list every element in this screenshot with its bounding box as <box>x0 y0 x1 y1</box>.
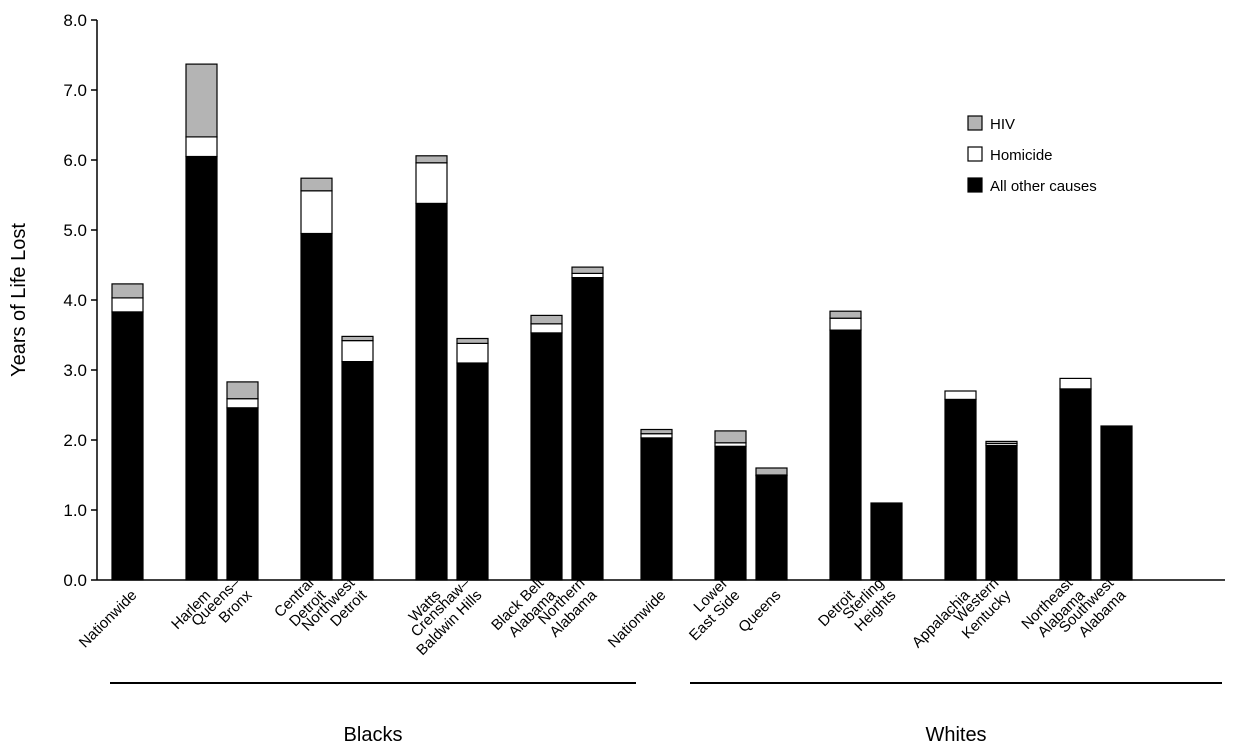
category-label: Nationwide <box>605 587 670 652</box>
y-tick-label: 3.0 <box>63 361 87 380</box>
bar-segment-homicide <box>300 190 333 235</box>
y-tick-label: 0.0 <box>63 571 87 590</box>
bar-segment-hiv <box>985 440 1018 445</box>
bar-segment-all-other-causes <box>341 361 374 581</box>
bar-segment-all-other-causes <box>944 398 977 581</box>
y-axis-title: Years of Life Lost <box>8 223 30 377</box>
bar <box>1059 377 1092 581</box>
bar-segment-homicide <box>530 323 563 334</box>
legend-label: Homicide <box>990 147 1053 164</box>
group-label: Whites <box>925 724 986 746</box>
bar-segment-all-other-causes <box>300 232 333 581</box>
bar <box>829 310 862 581</box>
legend-swatch <box>967 177 983 193</box>
category-label: Queens–Bronx <box>188 574 256 642</box>
bar-segment-homicide <box>829 317 862 331</box>
bar-segment-homicide <box>185 136 218 158</box>
bar-segment-hiv <box>640 428 673 435</box>
bar-segment-hiv <box>415 155 448 164</box>
bar-segment-all-other-causes <box>571 277 604 581</box>
bar-segment-all-other-causes <box>870 502 903 581</box>
bar-segment-homicide <box>226 398 259 409</box>
bar-segment-all-other-causes <box>456 362 489 581</box>
bar <box>755 467 788 581</box>
group-labels: Blacks Whites <box>110 682 1222 746</box>
legend-item: All other causes <box>967 177 1097 195</box>
legend-label: All other causes <box>990 178 1097 195</box>
bar <box>571 266 604 581</box>
bar <box>226 381 259 581</box>
y-axis: 0.0 1.0 2.0 3.0 4.0 5.0 6.0 7.0 8.0 <box>63 11 1225 590</box>
bar-segment-homicide <box>944 390 977 400</box>
bar-segment-all-other-causes <box>530 332 563 581</box>
bar-segment-hiv <box>226 381 259 400</box>
bar-segment-hiv <box>300 177 333 192</box>
bar-segment-hiv <box>714 430 747 444</box>
bar <box>870 502 903 581</box>
bar <box>111 283 144 581</box>
bar-segment-homicide <box>111 297 144 313</box>
bar-segment-hiv <box>185 63 218 138</box>
category-label: Nationwide <box>76 587 141 652</box>
bar-segment-all-other-causes <box>111 311 144 581</box>
legend-item: HIV <box>967 115 1015 133</box>
legend: HIV Homicide All other causes <box>967 115 1097 195</box>
bar-segment-hiv <box>530 314 563 325</box>
y-tick-label: 5.0 <box>63 221 87 240</box>
bar-segment-all-other-causes <box>640 437 673 581</box>
bar-segment-homicide <box>571 272 604 279</box>
group-label: Blacks <box>344 724 403 746</box>
legend-label: HIV <box>990 116 1015 133</box>
bar <box>714 430 747 581</box>
bar-segment-all-other-causes <box>1100 425 1133 581</box>
bar <box>300 177 333 581</box>
legend-swatch <box>967 115 983 131</box>
bar <box>530 314 563 581</box>
bar-segment-all-other-causes <box>985 445 1018 581</box>
bar <box>415 155 448 581</box>
bar-segment-all-other-causes <box>185 155 218 581</box>
bar-segment-hiv <box>456 337 489 345</box>
bar-segment-hiv <box>571 266 604 275</box>
y-tick-label: 2.0 <box>63 431 87 450</box>
bar-segment-homicide <box>1059 377 1092 390</box>
bar <box>185 63 218 581</box>
bar <box>341 335 374 581</box>
bar-segment-all-other-causes <box>415 202 448 581</box>
bar <box>944 390 977 581</box>
bar-segment-homicide <box>341 340 374 363</box>
bar-segment-hiv <box>755 467 788 476</box>
bar <box>456 337 489 581</box>
legend-item: Homicide <box>967 146 1053 164</box>
bar-segment-hiv <box>111 283 144 299</box>
bar-segment-all-other-causes <box>714 445 747 581</box>
y-tick-label: 6.0 <box>63 151 87 170</box>
category-label: LowerEast Side <box>674 575 743 644</box>
bar <box>1100 425 1133 581</box>
category-label: WesternKentucky <box>947 574 1015 642</box>
bar-segment-all-other-causes <box>755 475 788 581</box>
legend-swatch <box>967 146 983 162</box>
bar-segment-homicide <box>640 433 673 439</box>
bar <box>985 440 1018 581</box>
bar-segment-hiv <box>829 310 862 319</box>
category-label: SterlingHeights <box>839 575 899 635</box>
bar-segment-homicide <box>456 342 489 364</box>
y-tick-label: 1.0 <box>63 501 87 520</box>
category-label: Queens <box>735 587 784 636</box>
bar-segment-homicide <box>415 162 448 205</box>
bar-segment-all-other-causes <box>829 329 862 581</box>
bar <box>640 428 673 581</box>
y-tick-label: 8.0 <box>63 11 87 30</box>
y-tick-label: 7.0 <box>63 81 87 100</box>
y-tick-label: 4.0 <box>63 291 87 310</box>
bar-segment-all-other-causes <box>1059 388 1092 581</box>
bar-segment-hiv <box>341 335 374 342</box>
bar-segment-all-other-causes <box>226 407 259 581</box>
bars <box>111 63 1133 581</box>
